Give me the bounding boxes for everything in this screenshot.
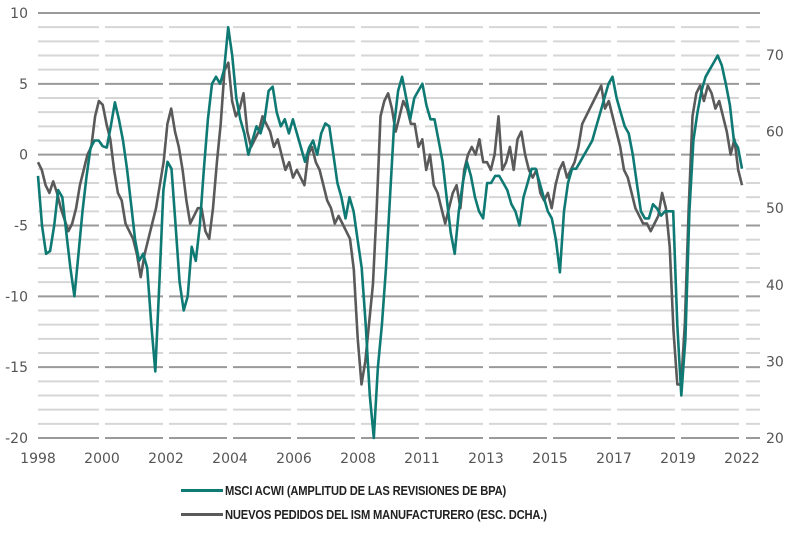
x-axis: 1998 2000 2002 2004 2006 2008 2011 2013 2015 2017… (20, 451, 760, 467)
x-tick-label: 2017 (596, 451, 632, 467)
x-tick-label: 2000 (84, 451, 120, 467)
y-right-tick-label: 40 (766, 278, 784, 294)
y-right-tick-label: 50 (766, 201, 784, 217)
y-right-tick-label: 20 (766, 431, 784, 447)
series-line-ism-new-orders (36, 61, 744, 386)
series-lines (36, 25, 744, 440)
legend-label-msci: MSCI ACWI (AMPLITUD DE LAS REVISIONES DE… (225, 482, 507, 498)
y-left-tick-label: 10 (10, 6, 28, 22)
x-tick-label: 2008 (340, 451, 376, 467)
y-right-tick-label: 60 (766, 125, 784, 141)
x-tick-label: 2002 (148, 451, 184, 467)
y-left-tick-label: -20 (5, 431, 28, 447)
legend: MSCI ACWI (AMPLITUD DE LAS REVISIONES DE… (181, 478, 599, 526)
x-tick-label: 2019 (660, 451, 696, 467)
y-axis-right: 70 60 50 40 30 20 (766, 48, 784, 447)
y-right-tick-label: 70 (766, 48, 784, 64)
series-line-msci-acwi (36, 25, 744, 440)
x-tick-label: 1998 (20, 451, 56, 467)
x-tick-label: 2013 (468, 451, 504, 467)
x-tick-label: 2022 (724, 451, 760, 467)
legend-swatch-ism (181, 512, 223, 516)
legend-item-ism: NUEVOS PEDIDOS DEL ISM MANUFACTURERO (ES… (181, 502, 599, 526)
y-left-tick-label: -5 (14, 219, 28, 235)
y-left-tick-label: 5 (19, 77, 28, 93)
y-axis-left: 10 5 0 -5 -10 -15 -20 (5, 6, 28, 447)
x-tick-label: 2006 (276, 451, 312, 467)
y-left-tick-label: -15 (5, 360, 28, 376)
y-left-tick-label: 0 (19, 148, 28, 164)
y-left-tick-label: -10 (5, 289, 28, 305)
legend-label-ism: NUEVOS PEDIDOS DEL ISM MANUFACTURERO (ES… (225, 506, 547, 522)
x-tick-label: 2011 (404, 451, 440, 467)
y-right-tick-label: 30 (766, 354, 784, 370)
x-tick-label: 2015 (532, 451, 568, 467)
legend-item-msci: MSCI ACWI (AMPLITUD DE LAS REVISIONES DE… (181, 478, 599, 502)
legend-swatch-msci (181, 488, 223, 492)
gridlines (38, 12, 760, 439)
x-tick-label: 2004 (212, 451, 248, 467)
